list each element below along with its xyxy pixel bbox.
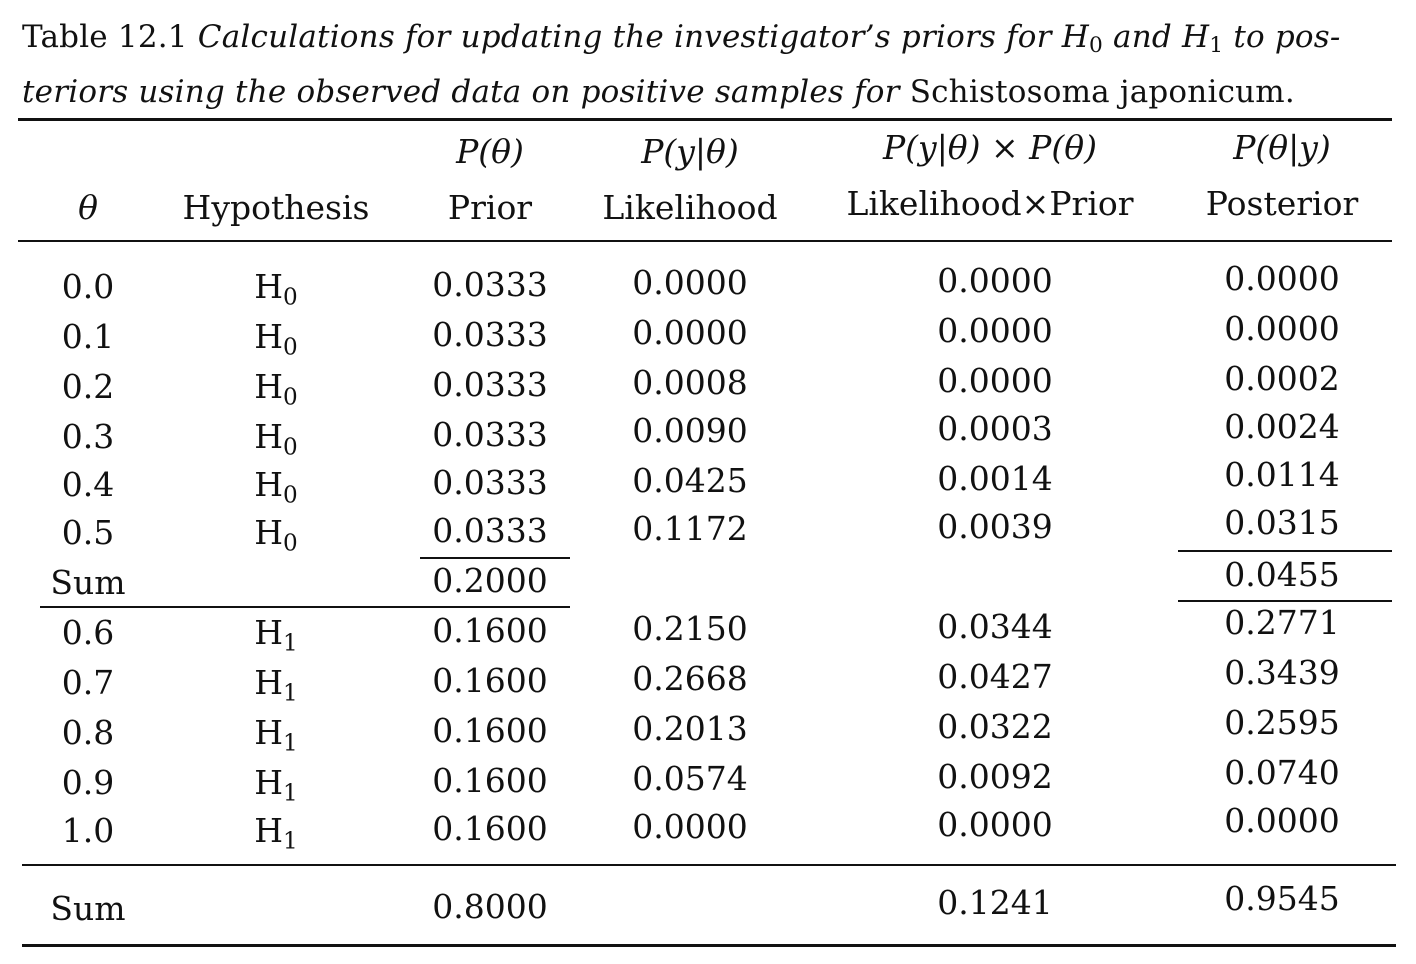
total-label: Sum xyxy=(50,889,126,928)
hypothesis-cell: H0 xyxy=(254,513,298,557)
theta-cell: 0.1 xyxy=(61,317,115,356)
header-hypothesis: Hypothesis xyxy=(182,188,370,227)
top-rule xyxy=(18,118,1392,121)
caption-and: and xyxy=(1113,19,1172,55)
hypothesis-cell: H0 xyxy=(254,317,298,361)
hypothesis-cell: H1 xyxy=(254,763,298,807)
likelihood-cell: 0.1172 xyxy=(632,509,748,548)
posterior-cell: 0.0315 xyxy=(1224,503,1340,542)
posterior-cell: 0.0000 xyxy=(1224,309,1340,348)
total-prior: 0.8000 xyxy=(432,887,548,926)
h0-sum-prior: 0.2000 xyxy=(432,561,548,600)
caption-line1-tail: to pos- xyxy=(1233,19,1341,55)
header-likelihood: P(y|θ) Likelihood xyxy=(602,132,778,227)
product-cell: 0.0000 xyxy=(937,261,1053,300)
hypothesis-cell: H1 xyxy=(254,713,298,757)
sum-left-rule xyxy=(40,606,570,608)
caption-line1-text: Calculations for updating the investigat… xyxy=(197,19,1052,55)
prior-cell: 0.0333 xyxy=(432,415,548,454)
theta-cell: 0.8 xyxy=(61,713,115,752)
posterior-cell: 0.0000 xyxy=(1224,801,1340,840)
hypothesis-cell: H1 xyxy=(254,811,298,855)
bottom-rule xyxy=(22,944,1396,947)
theta-cell: 0.3 xyxy=(61,417,115,456)
posterior-cell: 0.2595 xyxy=(1224,703,1340,742)
total-product: 0.1241 xyxy=(937,883,1053,922)
prior-cell: 0.1600 xyxy=(432,711,548,750)
h0-posterior-subtotal-rule xyxy=(1178,550,1392,552)
product-cell: 0.0000 xyxy=(937,311,1053,350)
caption-line2-text: teriors using the observed data on posit… xyxy=(22,73,900,110)
theta-cell: 0.2 xyxy=(61,367,115,406)
prior-cell: 0.1600 xyxy=(432,761,548,800)
prior-cell: 0.0333 xyxy=(432,463,548,502)
total-top-rule xyxy=(22,864,1396,866)
likelihood-cell: 0.0000 xyxy=(632,313,748,352)
posterior-cell: 0.0000 xyxy=(1224,259,1340,298)
likelihood-cell: 0.0574 xyxy=(632,759,748,798)
likelihood-cell: 0.0000 xyxy=(632,807,748,846)
hypothesis-cell: H0 xyxy=(254,417,298,461)
caption-h0: H0 xyxy=(1061,19,1103,58)
product-cell: 0.0000 xyxy=(937,805,1053,844)
posterior-cell: 0.2771 xyxy=(1224,603,1340,642)
likelihood-cell: 0.0425 xyxy=(632,461,748,500)
hypothesis-cell: H0 xyxy=(254,367,298,411)
posterior-cell: 0.3439 xyxy=(1224,653,1340,692)
posterior-cell: 0.0002 xyxy=(1224,359,1340,398)
product-cell: 0.0003 xyxy=(937,409,1053,448)
header-prior: P(θ) Prior xyxy=(447,132,533,227)
posterior-cell: 0.0024 xyxy=(1224,407,1340,446)
caption-h1: H1 xyxy=(1182,19,1224,58)
prior-cell: 0.1600 xyxy=(432,809,548,848)
theta-cell: 0.7 xyxy=(61,663,115,702)
likelihood-cell: 0.2668 xyxy=(632,659,748,698)
theta-cell: 0.0 xyxy=(61,267,115,306)
table-caption: Table 12.1 Calculations for updating the… xyxy=(22,14,1402,116)
hypothesis-cell: H0 xyxy=(254,465,298,509)
product-cell: 0.0014 xyxy=(937,459,1053,498)
likelihood-cell: 0.2150 xyxy=(632,609,748,648)
posterior-cell: 0.0114 xyxy=(1224,455,1340,494)
product-cell: 0.0000 xyxy=(937,361,1053,400)
hypothesis-cell: H1 xyxy=(254,613,298,657)
prior-cell: 0.0333 xyxy=(432,365,548,404)
posterior-cell: 0.0740 xyxy=(1224,753,1340,792)
header-rule xyxy=(18,240,1392,242)
header-product: P(y|θ) × P(θ) Likelihood×Prior xyxy=(846,128,1134,223)
total-posterior: 0.9545 xyxy=(1224,879,1340,918)
product-cell: 0.0092 xyxy=(937,757,1053,796)
hypothesis-cell: H0 xyxy=(254,267,298,311)
product-cell: 0.0344 xyxy=(937,607,1053,646)
likelihood-cell: 0.2013 xyxy=(632,709,748,748)
prior-cell: 0.1600 xyxy=(432,611,548,650)
prior-cell: 0.0333 xyxy=(432,265,548,304)
theta-cell: 0.6 xyxy=(61,613,115,652)
h0-sum-label: Sum xyxy=(50,563,126,602)
header-posterior: P(θ|y) Posterior xyxy=(1205,128,1359,223)
h0-prior-subtotal-rule xyxy=(420,557,570,559)
prior-cell: 0.0333 xyxy=(432,315,548,354)
header-theta: θ xyxy=(78,188,98,227)
caption-species: Schistosoma japonicum. xyxy=(909,73,1295,110)
prior-cell: 0.1600 xyxy=(432,661,548,700)
table-label: Table 12.1 xyxy=(22,19,188,55)
hypothesis-cell: H1 xyxy=(254,663,298,707)
likelihood-cell: 0.0090 xyxy=(632,411,748,450)
sum-right-rule xyxy=(1178,600,1392,602)
product-cell: 0.0322 xyxy=(937,707,1053,746)
theta-cell: 1.0 xyxy=(61,811,115,850)
product-cell: 0.0039 xyxy=(937,507,1053,546)
product-cell: 0.0427 xyxy=(937,657,1053,696)
likelihood-cell: 0.0000 xyxy=(632,263,748,302)
theta-cell: 0.4 xyxy=(61,465,115,504)
theta-cell: 0.5 xyxy=(61,513,115,552)
likelihood-cell: 0.0008 xyxy=(632,363,748,402)
h0-sum-posterior: 0.0455 xyxy=(1224,555,1340,594)
theta-cell: 0.9 xyxy=(61,763,115,802)
prior-cell: 0.0333 xyxy=(432,511,548,550)
